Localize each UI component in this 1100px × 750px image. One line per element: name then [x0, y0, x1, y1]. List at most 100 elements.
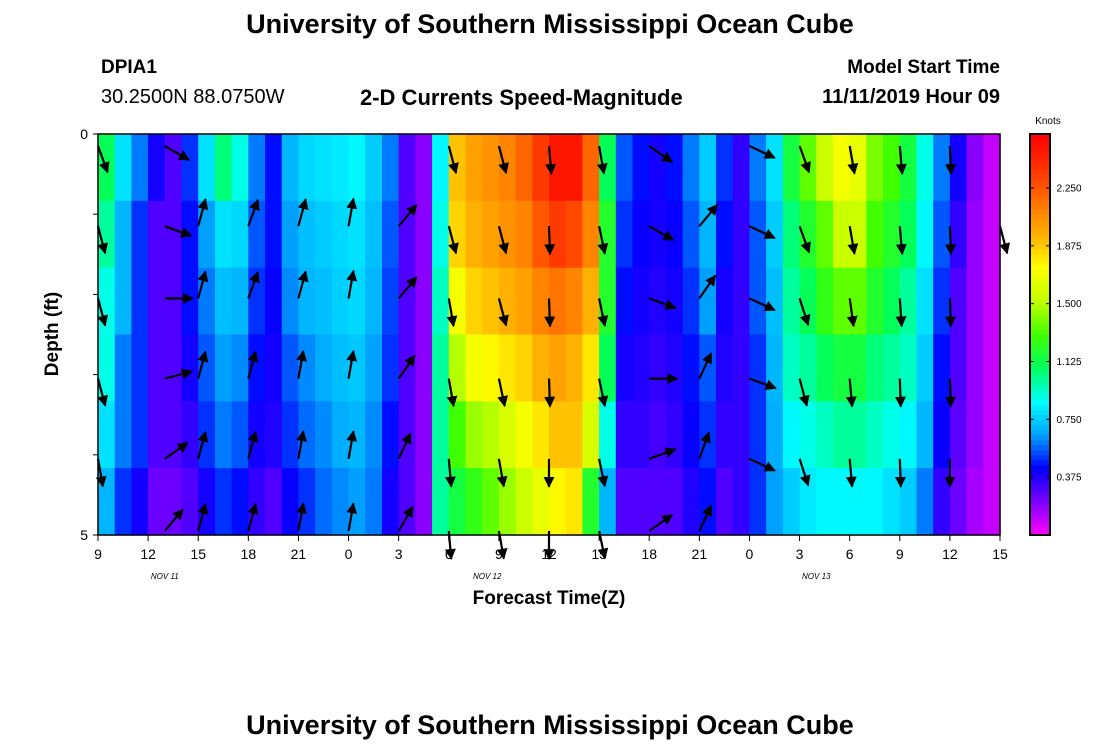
colorbar-segment	[1030, 159, 1050, 165]
heatmap-cell	[933, 468, 951, 536]
colorbar-segment	[1030, 444, 1050, 451]
colorbar-segment	[1030, 169, 1050, 175]
heatmap-cell	[983, 468, 1001, 536]
heatmap-cell	[131, 401, 149, 469]
heatmap-cell	[248, 134, 266, 202]
colorbar-segment	[1030, 464, 1050, 471]
heatmap-cell	[883, 134, 901, 202]
heatmap-cell	[365, 267, 383, 336]
colorbar-segment	[1030, 414, 1050, 421]
heatmap-cell	[432, 468, 450, 536]
current-vector	[346, 349, 358, 379]
heatmap-cell	[883, 468, 901, 536]
heatmap-cell	[381, 401, 400, 469]
heatmap-cell	[632, 401, 650, 469]
heatmap-cell	[265, 200, 283, 269]
heatmap-cell	[498, 401, 517, 469]
heatmap-cell	[665, 401, 684, 469]
heatmap-cell	[966, 468, 984, 536]
heatmap-cell	[549, 401, 567, 469]
heatmap-cell	[599, 468, 617, 536]
heatmap-cell	[365, 401, 383, 469]
heatmap-cell	[983, 401, 1001, 469]
heatmap-cell	[298, 134, 316, 202]
current-vector	[497, 298, 509, 327]
heatmap-cell	[415, 468, 433, 536]
current-vector	[698, 431, 711, 460]
heatmap-cell	[164, 401, 183, 469]
heatmap-cell	[949, 401, 968, 469]
x-tick-label: 12	[541, 546, 557, 562]
heatmap-cell	[699, 468, 717, 536]
colorbar-segment	[1030, 344, 1050, 351]
heatmap-cell	[181, 468, 199, 536]
heatmap-cell	[532, 334, 550, 402]
current-vector	[597, 458, 609, 488]
heatmap-cell	[181, 401, 199, 469]
heatmap-cell	[432, 267, 450, 336]
current-vector	[197, 270, 209, 299]
x-tick-label: 9	[495, 546, 503, 562]
heatmap-cell	[565, 334, 583, 402]
x-tick-label: 9	[896, 546, 904, 562]
colorbar-segment	[1030, 319, 1050, 326]
current-vector	[95, 458, 107, 488]
colorbar-segment	[1030, 424, 1050, 431]
heatmap-cell	[381, 200, 400, 269]
model-start-label: Model Start Time	[847, 57, 1000, 78]
heatmap-cell	[164, 200, 183, 269]
colorbar-segment	[1030, 519, 1050, 526]
heatmap-cell	[315, 267, 333, 336]
current-vector	[397, 354, 416, 380]
colorbar-tick-label: 1.875	[1056, 241, 1081, 252]
current-vector	[397, 432, 412, 460]
colorbar-segment	[1030, 359, 1050, 366]
heatmap-cell	[966, 267, 984, 336]
heatmap-cell	[883, 334, 901, 402]
heatmap-cell	[198, 267, 216, 336]
heatmap-cell	[565, 200, 583, 269]
heatmap-cell	[398, 134, 416, 202]
current-vectors	[95, 145, 1010, 561]
colorbar-tick-label: 0.750	[1056, 415, 1081, 426]
heatmap-cell	[849, 401, 867, 469]
heatmap-cell	[649, 134, 667, 202]
heatmap-cell	[899, 200, 918, 269]
heatmap-cell	[816, 401, 834, 469]
heatmap-cell	[665, 134, 684, 202]
heatmap-cell	[515, 468, 533, 536]
heatmap-cell	[482, 401, 500, 469]
current-vector	[597, 378, 609, 408]
colorbar-segment	[1030, 274, 1050, 280]
colorbar-segment	[1030, 479, 1050, 486]
heatmap-cell	[816, 134, 834, 202]
colorbar-segment	[1030, 504, 1050, 511]
colorbar-segment	[1030, 284, 1050, 290]
current-vector	[895, 145, 907, 175]
colorbar-tick-label: 0.375	[1056, 473, 1081, 484]
heatmap-cell	[532, 401, 550, 469]
heatmap-cell	[164, 267, 183, 336]
heatmap-cell	[632, 134, 650, 202]
heatmap-cell	[916, 200, 934, 269]
colorbar-segment	[1030, 184, 1050, 190]
station-id: DPIA1	[101, 57, 157, 78]
colorbar-segment	[1030, 154, 1050, 160]
heatmap-cell	[966, 200, 984, 269]
current-vector	[96, 378, 108, 407]
heatmap-cell	[248, 200, 266, 269]
heatmap-cell	[498, 334, 517, 402]
x-tick-label: 0	[746, 546, 754, 562]
heatmap-cell	[582, 468, 600, 536]
colorbar-segment	[1030, 409, 1050, 416]
x-tick-label: 12	[140, 546, 156, 562]
current-vector	[847, 226, 859, 255]
heatmap-cell	[632, 267, 650, 336]
current-vector	[447, 145, 459, 175]
heatmap-cell	[131, 267, 149, 336]
heatmap-cell	[816, 334, 834, 402]
colorbar-segment	[1030, 374, 1050, 381]
current-vector	[544, 378, 556, 408]
heatmap-cell	[883, 401, 901, 469]
heatmap-cell	[315, 468, 333, 536]
